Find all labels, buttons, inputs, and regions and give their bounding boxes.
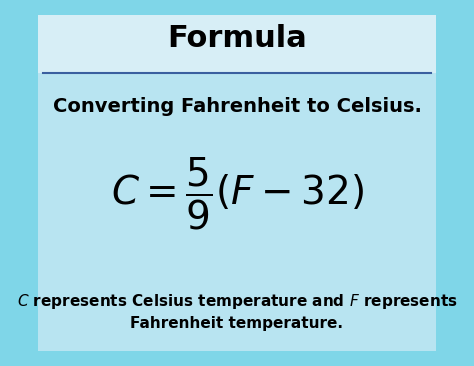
Text: Converting Fahrenheit to Celsius.: Converting Fahrenheit to Celsius.: [53, 97, 421, 116]
Text: Fahrenheit temperature.: Fahrenheit temperature.: [130, 317, 344, 331]
Text: $\mathit{C} = \dfrac{5}{9}(\mathit{F} - 32)$: $\mathit{C} = \dfrac{5}{9}(\mathit{F} - …: [110, 156, 364, 232]
FancyBboxPatch shape: [38, 15, 436, 351]
Text: $C$ represents Celsius temperature and $F$ represents: $C$ represents Celsius temperature and $…: [17, 292, 457, 311]
FancyBboxPatch shape: [38, 15, 436, 73]
Text: Formula: Formula: [167, 24, 307, 53]
